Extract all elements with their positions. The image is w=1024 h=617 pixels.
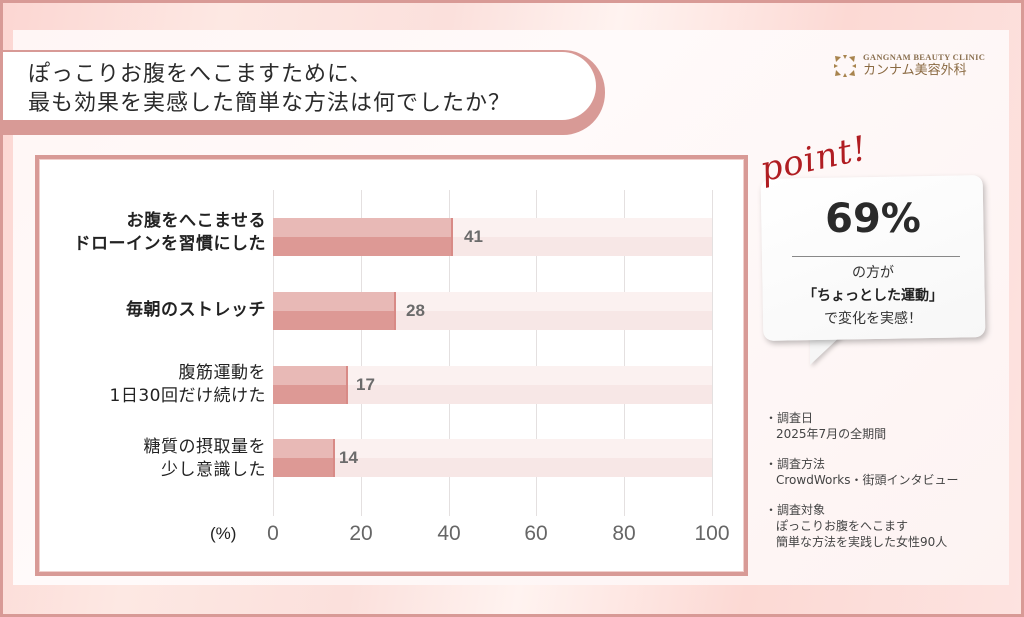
category-label-3: 腹筋運動を 1日30回だけ続けた (109, 363, 266, 406)
title-line-1: ぽっこりお腹をへこますために、 (28, 62, 373, 87)
gridline-100 (712, 190, 713, 516)
category-label-4: 糖質の摂取量を 少し意識した (143, 437, 266, 480)
note-survey-date: ・調査日 2025年7月の全期間 (765, 411, 887, 441)
gridline-40 (449, 190, 450, 516)
category-label-1: お腹をへこませる ドローインを習慣にした (73, 211, 266, 254)
highlight-percent: 69% (825, 196, 921, 242)
survey-notes: ・調査日 2025年7月の全期間 ・調査方法 CrowdWorks・街頭インタビ… (765, 410, 1005, 564)
note-survey-method: ・調査方法 CrowdWorks・街頭インタビュー (765, 457, 959, 487)
bar-track-4 (273, 439, 712, 477)
bar-value-1: 41 (464, 227, 483, 246)
bar-value-2: 28 (406, 301, 425, 320)
category-label-2: 毎朝のストレッチ (126, 300, 266, 320)
logo-text-jp: カンナム美容外科 (863, 63, 967, 78)
tick-label-80: 80 (612, 522, 636, 545)
bar-4 (273, 439, 335, 477)
highlight-line-3: で変化を実感！ (824, 311, 922, 327)
clinic-logo: GANGNAM BEAUTY CLINIC カンナム美容外科 (833, 52, 985, 79)
title-banner: ぽっこりお腹をへこますために、 最も効果を実感した簡単な方法は何でしたか？ (3, 52, 596, 120)
tick-label-100: 100 (694, 522, 730, 545)
logo-text-en: GANGNAM BEAUTY CLINIC (863, 52, 986, 62)
axis-unit-label: (%) (210, 524, 237, 543)
tick-label-60: 60 (524, 522, 548, 545)
highlight-text: の方が 「ちょっとした運動」 で変化を実感！ (762, 262, 984, 331)
tick-label-0: 0 (267, 522, 279, 545)
note-survey-target: ・調査対象 ぽっこりお腹をへこます 簡単な方法を実践した女性90人 (765, 503, 948, 549)
title-line-2: 最も効果を実感した簡単な方法は何でしたか？ (28, 91, 512, 116)
bar-2 (273, 292, 396, 330)
bar-value-3: 17 (356, 375, 375, 394)
bar-3 (273, 366, 348, 404)
tick-label-40: 40 (437, 522, 461, 545)
highlight-line-1: の方が (852, 265, 894, 281)
bar-value-4: 14 (339, 448, 358, 467)
gridline-20 (361, 190, 362, 516)
highlight-line-2: 「ちょっとした運動」 (803, 288, 943, 304)
bubble-divider (792, 256, 960, 257)
gridline-80 (624, 190, 625, 516)
tick-label-20: 20 (349, 522, 373, 545)
gridline-60 (536, 190, 537, 516)
bar-1 (273, 218, 453, 256)
clinic-logo-icon (833, 54, 857, 78)
gridline-0 (273, 190, 274, 516)
